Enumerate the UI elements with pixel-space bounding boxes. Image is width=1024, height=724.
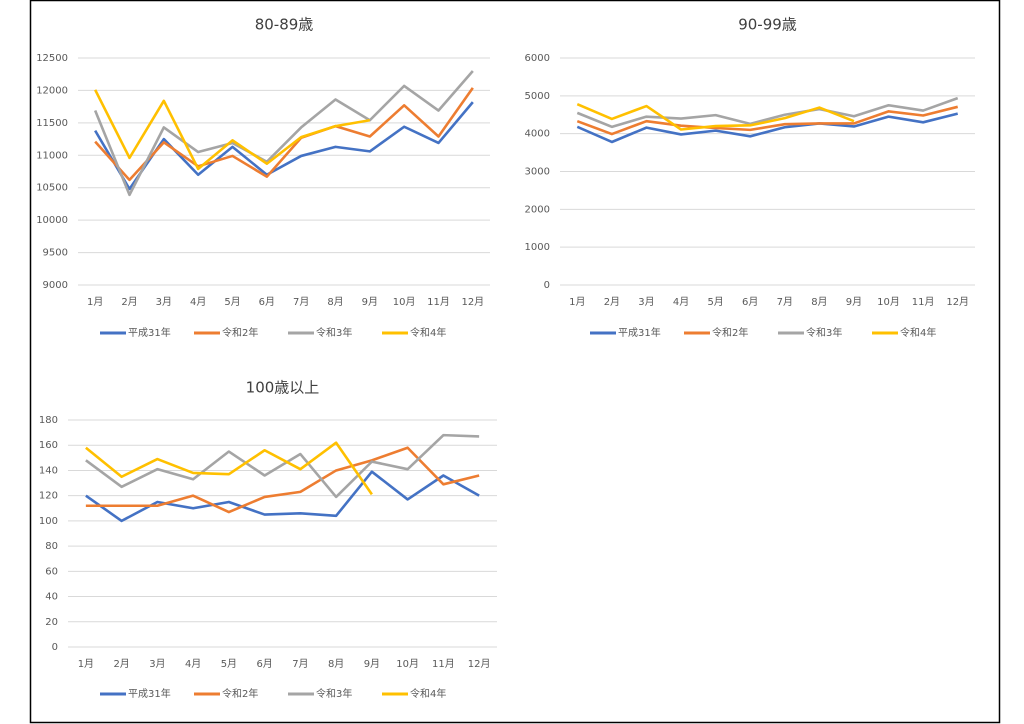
x-tick-label: 11月 [432,658,455,670]
chart-title: 100歳以上 [246,379,320,397]
y-tick-label: 2000 [525,204,550,215]
legend-label: 平成31年 [618,326,661,339]
series-line [576,112,959,144]
y-tick-label: 3000 [525,167,550,178]
legend-label: 令和4年 [410,326,446,339]
x-tick-label: 5月 [221,658,237,670]
series-line [94,87,474,182]
series-line [576,102,855,131]
x-tick-label: 12月 [946,296,969,308]
y-tick-label: 40 [45,592,58,603]
x-tick-label: 4月 [190,296,206,308]
x-tick-label: 8月 [328,658,344,670]
series-line [94,89,371,171]
x-tick-label: 11月 [912,296,935,308]
y-tick-label: 80 [45,541,58,552]
x-tick-label: 6月 [742,296,758,308]
legend-label: 令和4年 [410,687,446,700]
series-line [576,96,959,129]
x-tick-label: 2月 [113,658,129,670]
y-tick-label: 10000 [36,215,68,226]
y-tick-label: 4000 [525,129,550,140]
y-tick-label: 6000 [525,53,550,64]
x-tick-label: 5月 [224,296,240,308]
legend-label: 平成31年 [128,326,171,339]
series-line [85,441,373,496]
y-tick-label: 0 [544,280,550,291]
x-tick-label: 4月 [185,658,201,670]
series-line [85,446,480,514]
legend-label: 令和2年 [222,326,258,339]
x-tick-label: 9月 [846,296,862,308]
legend-label: 令和2年 [222,687,258,700]
y-tick-label: 9500 [43,248,68,259]
x-tick-label: 10月 [877,296,900,308]
y-tick-label: 100 [39,516,58,527]
x-tick-label: 11月 [427,296,450,308]
x-tick-label: 6月 [256,658,272,670]
series-line [576,105,959,136]
y-tick-label: 12500 [36,53,68,64]
y-tick-label: 0 [52,642,58,653]
series-line [93,70,474,197]
legend-label: 令和3年 [316,326,352,339]
frame [29,0,1001,724]
y-tick-label: 11500 [36,118,68,129]
y-tick-label: 5000 [525,91,550,102]
x-tick-label: 1月 [569,296,585,308]
legend-label: 令和4年 [900,326,936,339]
y-tick-label: 9000 [43,280,68,291]
x-tick-label: 7月 [777,296,793,308]
legend-label: 令和3年 [316,687,352,700]
x-tick-label: 1月 [78,658,94,670]
y-tick-label: 180 [39,415,58,426]
y-tick-label: 160 [39,440,58,451]
x-tick-label: 9月 [362,296,378,308]
chart-title: 90-99歳 [738,16,797,34]
y-tick-label: 12000 [36,85,68,96]
series-line [85,433,480,499]
x-tick-label: 2月 [604,296,620,308]
x-tick-label: 8月 [811,296,827,308]
x-tick-label: 1月 [87,296,103,308]
x-tick-label: 3月 [149,658,165,670]
x-tick-label: 10月 [396,658,419,670]
chart-title: 80-89歳 [255,16,314,34]
legend-label: 令和3年 [806,326,842,339]
x-tick-label: 10月 [393,296,416,308]
y-tick-label: 11000 [36,150,68,161]
x-tick-label: 12月 [461,296,484,308]
y-tick-label: 140 [39,465,58,476]
x-tick-label: 6月 [259,296,275,308]
x-tick-label: 9月 [364,658,380,670]
legend-label: 令和2年 [712,326,748,339]
x-tick-label: 3月 [638,296,654,308]
y-tick-label: 60 [45,566,58,577]
y-tick-label: 10500 [36,183,68,194]
legend-label: 平成31年 [128,687,171,700]
x-tick-label: 7月 [293,296,309,308]
x-tick-label: 5月 [707,296,723,308]
x-tick-label: 12月 [468,658,491,670]
x-tick-label: 3月 [156,296,172,308]
y-tick-label: 1000 [525,242,550,253]
x-tick-label: 4月 [673,296,689,308]
y-tick-label: 20 [45,617,58,628]
x-tick-label: 8月 [327,296,343,308]
y-tick-label: 120 [39,491,58,502]
x-tick-label: 2月 [121,296,137,308]
x-tick-label: 7月 [292,658,308,670]
